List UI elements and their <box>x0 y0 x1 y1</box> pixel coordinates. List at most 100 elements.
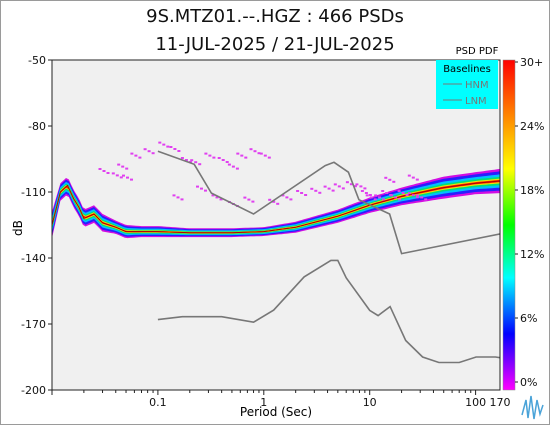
chart-subtitle: 11-JUL-2025 / 21-JUL-2025 <box>155 34 395 55</box>
y-tick-label: -80 <box>28 120 46 133</box>
colorbar-tick-label: 18% <box>520 184 544 197</box>
outlier-point <box>392 180 396 183</box>
outlier-point <box>257 152 261 155</box>
outlier-point <box>388 178 392 181</box>
outlier-point <box>172 194 176 197</box>
outlier-point <box>217 157 221 159</box>
outlier-point <box>98 168 102 170</box>
outlier-point <box>251 200 255 203</box>
outlier-point <box>243 196 247 199</box>
outlier-point <box>225 161 229 163</box>
x-tick-label: 100 <box>465 396 486 409</box>
colorbar-tick-label: 6% <box>520 312 537 325</box>
outlier-point <box>130 178 133 181</box>
y-tick-label: -140 <box>21 252 46 265</box>
outlier-point <box>249 148 253 151</box>
pdf-band-1 <box>52 171 500 237</box>
outlier-point <box>359 185 363 188</box>
outlier-point <box>296 190 300 192</box>
pdf-band-0 <box>52 168 500 239</box>
outlier-point <box>231 165 235 168</box>
outlier-point <box>415 178 419 181</box>
y-axis-label: dB <box>11 220 25 236</box>
outlier-point <box>289 198 293 201</box>
outlier-point <box>327 187 331 190</box>
axes-layer: -50 -80 -110 -140 -170 -200 0.1 1 10 100 170 <box>21 54 510 409</box>
outlier-point <box>176 196 180 199</box>
outlier-point <box>158 141 162 144</box>
outlier-point <box>341 187 345 190</box>
outlier-point <box>244 156 248 159</box>
outlier-point <box>398 198 402 201</box>
outlier-point <box>184 159 188 161</box>
outlier-point <box>374 194 378 197</box>
outlier-point <box>276 202 280 205</box>
outlier-point <box>162 143 166 146</box>
outlier-point <box>102 170 106 172</box>
y-tick-label: -50 <box>28 54 46 67</box>
x-tick-label: 1 <box>260 396 267 409</box>
outlier-point <box>381 190 385 192</box>
outlier-point <box>407 192 411 195</box>
outlier-point <box>194 161 198 164</box>
outlier-point <box>180 198 184 201</box>
colorbar-tick-label: 0% <box>520 376 537 389</box>
x-tick-label: 0.1 <box>149 396 167 409</box>
outlier-point <box>227 163 231 166</box>
x-tick-label: 170 <box>490 396 511 409</box>
outlier-point <box>200 187 203 190</box>
outlier-point <box>204 189 207 192</box>
mode-line <box>52 180 500 234</box>
outlier-point <box>337 185 341 188</box>
outlier-point <box>106 172 110 174</box>
outlier-point <box>382 198 386 201</box>
legend-title: Baselines <box>443 64 491 75</box>
nhnm-line <box>157 150 500 255</box>
outlier-point <box>416 194 420 197</box>
outlier-point <box>147 150 151 153</box>
outlier-point <box>369 196 373 199</box>
outlier-point <box>318 191 322 194</box>
outlier-point <box>196 185 199 188</box>
outlier-point <box>304 194 308 196</box>
legend: Baselines HNM LNM <box>436 60 498 109</box>
outlier-point <box>212 156 216 159</box>
logo-icon <box>521 395 544 420</box>
outlier-point <box>143 148 147 151</box>
colorbar <box>502 59 516 391</box>
plot-frame <box>51 59 501 391</box>
outlier-point <box>349 183 353 186</box>
outlier-point <box>125 167 129 170</box>
outlier-point <box>314 189 318 192</box>
outlier-point <box>119 176 123 179</box>
outlier-point <box>204 152 208 155</box>
outlier-point <box>247 198 251 201</box>
colorbar-title: PSD PDF <box>456 46 499 57</box>
colorbar-tick-label: 30+ <box>520 56 543 69</box>
legend-lnm-label: LNM <box>465 96 487 107</box>
outlier-point <box>259 152 263 155</box>
outlier-point <box>208 154 212 157</box>
outlier-point <box>130 152 134 155</box>
outlier-point <box>384 176 388 179</box>
outlier-point <box>331 189 335 192</box>
outlier-point <box>368 194 372 196</box>
colorbar-ticks: 30+ 24% 18% 12% 6% 0% <box>515 56 544 389</box>
colorbar-tick-label: 24% <box>520 120 544 133</box>
nlnm-line <box>157 259 500 364</box>
outlier-point <box>394 196 398 199</box>
outlier-point <box>363 187 367 190</box>
outlier-point <box>405 194 409 196</box>
x-axis-label: Period (Sec) <box>240 405 312 419</box>
outlier-point <box>268 198 272 201</box>
outlier-point <box>397 190 401 192</box>
outlier-point <box>253 150 257 153</box>
outlier-point <box>401 192 405 194</box>
outlier-point <box>333 183 337 186</box>
y-tick-label: -200 <box>21 384 46 397</box>
outlier-point <box>198 163 202 166</box>
outlier-point <box>424 198 428 201</box>
outlier-point <box>236 152 240 155</box>
outlier-point <box>411 194 415 197</box>
